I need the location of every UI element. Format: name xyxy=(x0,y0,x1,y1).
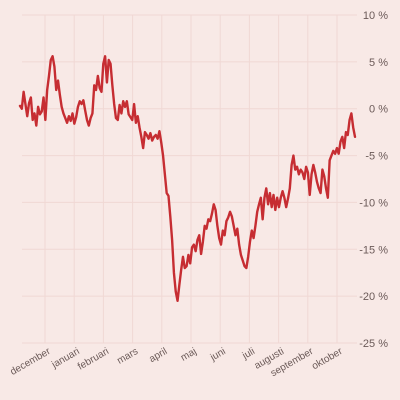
y-axis: 10 % 5 % 0 % -5 % -10 % -15 % -20 % -25 % xyxy=(359,10,388,350)
y-tick-label: 10 % xyxy=(363,10,388,22)
series-line xyxy=(18,55,357,303)
y-tick-label: 5 % xyxy=(369,57,388,69)
y-tick-label: -5 % xyxy=(365,151,388,163)
y-tick-label: -20 % xyxy=(359,291,388,303)
y-tick-label: -15 % xyxy=(359,244,388,256)
y-tick-label: -10 % xyxy=(359,197,388,209)
y-tick-label: 0 % xyxy=(369,104,388,116)
y-tick-label: -25 % xyxy=(359,338,388,350)
